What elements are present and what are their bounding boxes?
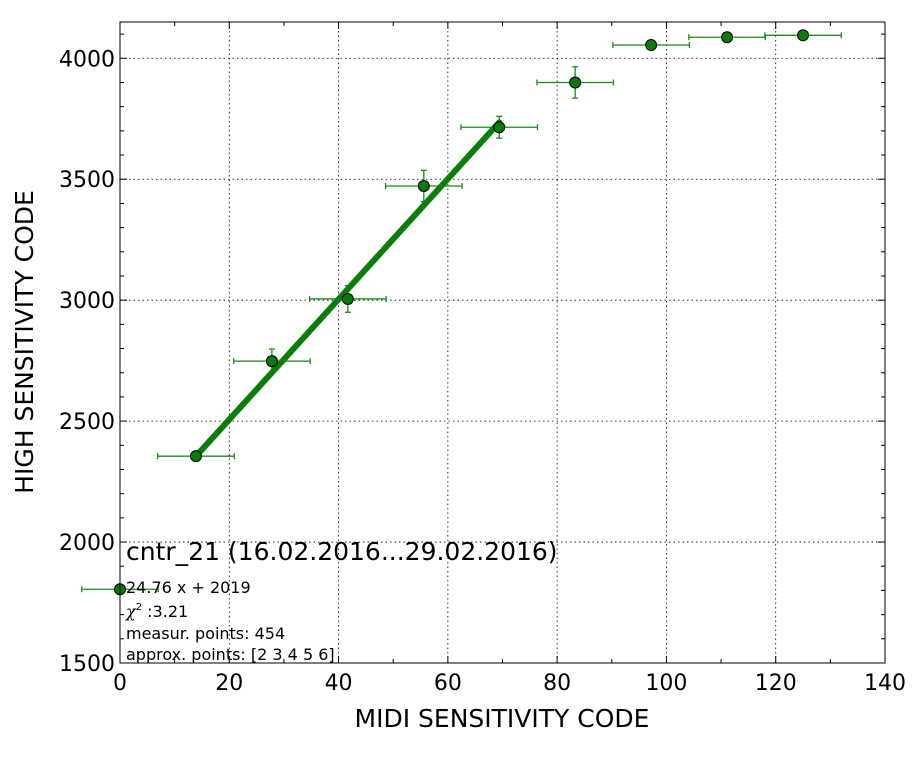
x-tick-label: 20 xyxy=(215,671,243,696)
x-tick-label: 140 xyxy=(864,671,906,696)
y-tick-label: 2500 xyxy=(59,410,115,435)
annotation-chi2: χ2 :3.21 xyxy=(125,602,188,621)
data-point xyxy=(417,179,430,192)
fit-layer xyxy=(192,119,503,460)
x-tick-label: 80 xyxy=(543,671,571,696)
x-tick-label: 100 xyxy=(645,671,687,696)
y-tick-label: 4000 xyxy=(59,47,115,72)
annotation-block: cntr_21 (16.02.2016...29.02.2016) 24.76 … xyxy=(125,537,558,664)
data-point xyxy=(189,450,202,463)
annotation-equation: 24.76 x + 2019 xyxy=(126,578,251,597)
x-tick-label: 60 xyxy=(434,671,462,696)
marker-layer xyxy=(114,29,810,596)
x-axis-label: MIDI SENSITIVITY CODE xyxy=(355,704,650,733)
x-tick-label: 0 xyxy=(113,671,127,696)
fit-line xyxy=(192,119,503,460)
chi2-symbol: χ xyxy=(125,602,137,621)
annotation-measur-points: measur. points: 454 xyxy=(126,624,285,643)
y-tick-label: 3500 xyxy=(59,168,115,193)
data-point xyxy=(569,76,582,89)
data-point xyxy=(265,355,278,368)
y-tick-label: 2000 xyxy=(59,531,115,556)
x-tick-label: 120 xyxy=(755,671,797,696)
y-tick-label: 3000 xyxy=(59,289,115,314)
x-tick-label: 40 xyxy=(325,671,353,696)
annotation-approx-points: approx. points: [2 3 4 5 6] xyxy=(126,645,335,664)
chi2-superscript: 2 xyxy=(136,602,142,613)
annotation-title: cntr_21 (16.02.2016...29.02.2016) xyxy=(126,537,558,566)
data-point xyxy=(493,121,506,134)
tick-layer xyxy=(119,22,886,664)
errorbar-layer xyxy=(81,32,842,593)
data-point xyxy=(645,38,658,51)
y-tick-label: 1500 xyxy=(59,652,115,677)
data-point xyxy=(721,31,734,44)
chi2-value: :3.21 xyxy=(142,602,188,621)
y-axis-label: HIGH SENSITIVITY CODE xyxy=(10,190,39,494)
grid-layer xyxy=(120,22,885,663)
tick-label-layer: 0 20 40 60 80 100 120 140 1500 2000 2500 3000 3500 40… xyxy=(59,47,906,696)
data-point xyxy=(797,29,810,42)
plot-frame xyxy=(119,21,886,664)
data-point xyxy=(341,292,354,305)
